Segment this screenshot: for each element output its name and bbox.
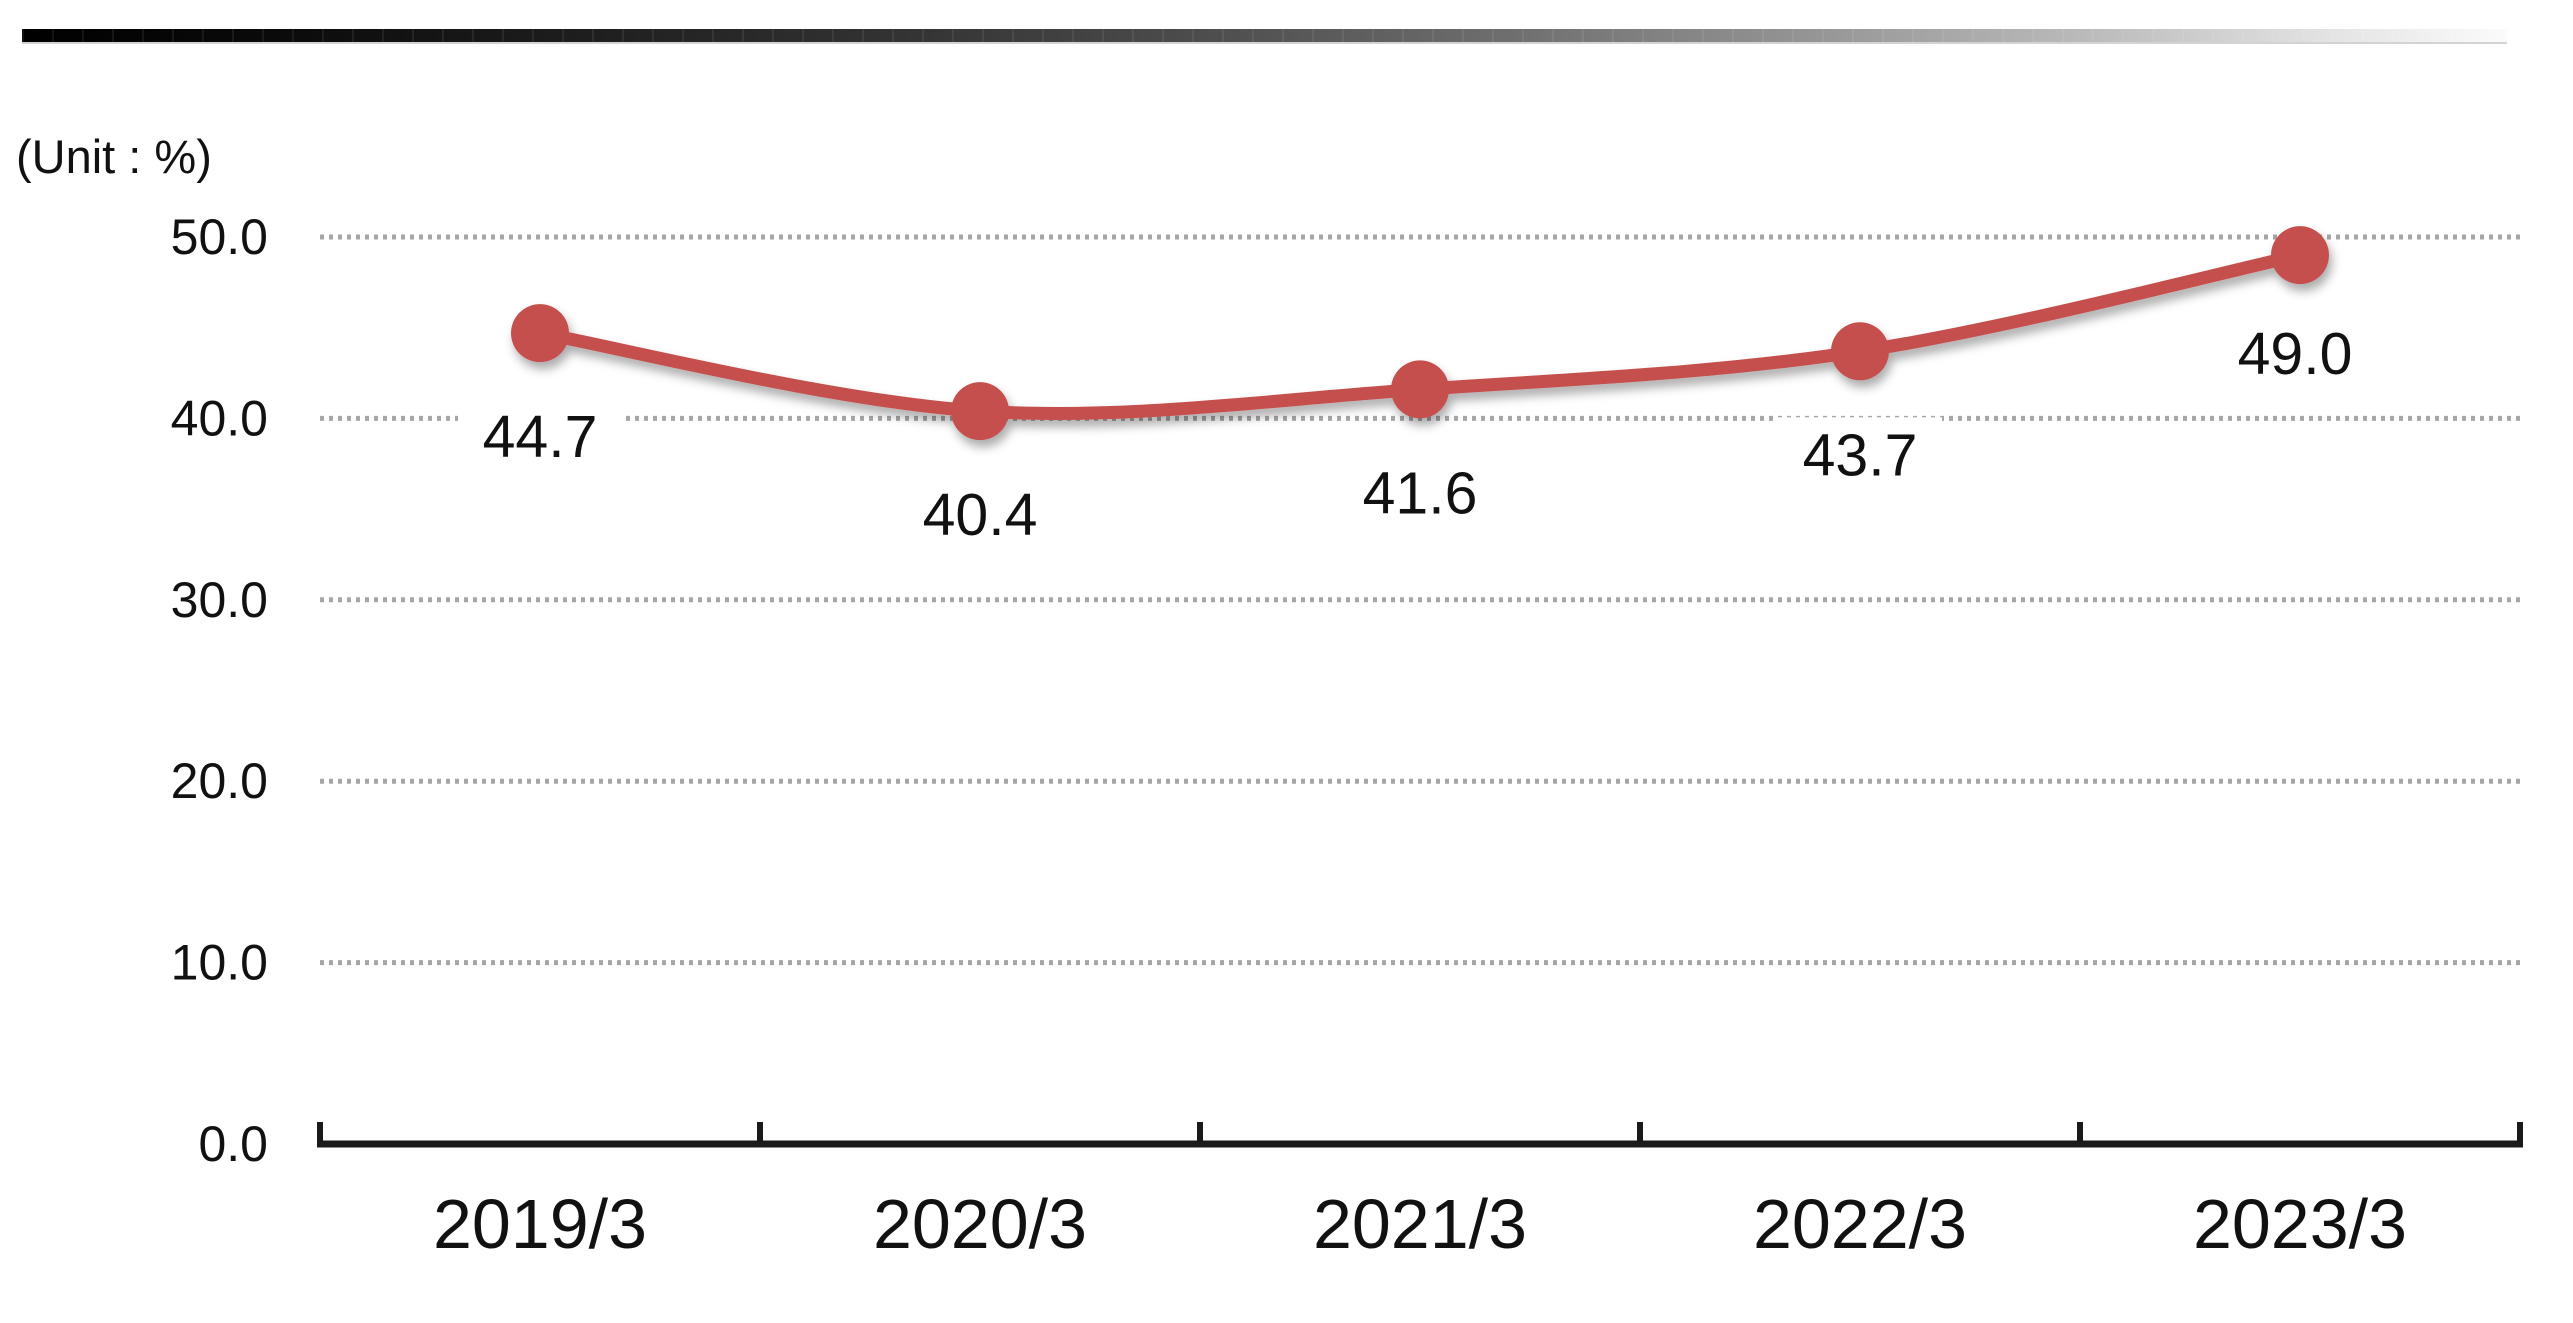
y-tick-label: 30.0 (171, 572, 268, 628)
data-point-marker (1831, 322, 1889, 381)
y-tick-label: 10.0 (171, 935, 268, 991)
y-tick-label: 20.0 (171, 753, 268, 809)
data-label-bg (1338, 455, 1502, 532)
y-tick-label: 50.0 (171, 209, 268, 265)
y-tick-label: 0.0 (198, 1116, 268, 1172)
data-point-label: 49.0 (2238, 321, 2353, 387)
y-tick-label: 40.0 (171, 390, 268, 446)
top-accent-bar (22, 29, 2507, 42)
unit-label: (Unit : %) (16, 130, 212, 183)
x-category-label: 2022/3 (1753, 1185, 1967, 1263)
x-category-label: 2020/3 (873, 1185, 1087, 1263)
data-point-label: 40.4 (923, 482, 1038, 548)
data-label-bg (1778, 417, 1942, 494)
data-label-bg (898, 477, 1062, 554)
data-point-label: 41.6 (1363, 460, 1478, 526)
series-group (511, 226, 2329, 441)
data-point-marker (511, 304, 569, 363)
data-point-marker (951, 382, 1009, 441)
data-label-bg (458, 399, 622, 476)
data-label-bg (2213, 316, 2377, 393)
data-point-marker (2271, 226, 2329, 285)
x-category-label: 2023/3 (2193, 1185, 2407, 1263)
data-point-label: 43.7 (1803, 422, 1918, 488)
x-category-label: 2021/3 (1313, 1185, 1527, 1263)
data-point-marker (1391, 360, 1449, 419)
data-point-label: 44.7 (483, 404, 598, 470)
x-category-label: 2019/3 (433, 1185, 647, 1263)
